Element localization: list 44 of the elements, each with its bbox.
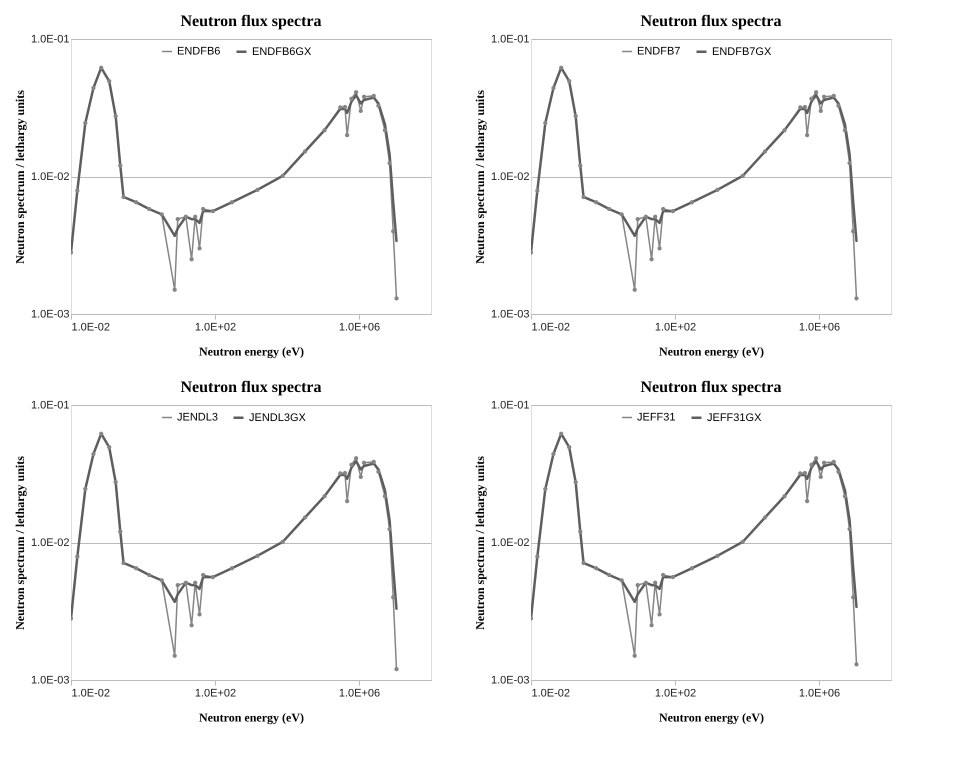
y-axis-title: Neutron spectrum / lethargy units <box>12 456 27 630</box>
x-tick-label: 1.0E+06 <box>338 322 380 334</box>
chart-title: Neutron flux spectra <box>180 379 322 396</box>
chart-title: Neutron flux spectra <box>640 379 782 396</box>
legend-label: ENDFB7 <box>637 46 680 58</box>
x-axis-title: Neutron energy (eV) <box>198 344 304 358</box>
y-tick-label: 1.0E-02 <box>30 171 70 183</box>
x-tick-label: 1.0E+06 <box>798 688 840 700</box>
x-tick-label: 1.0E+02 <box>654 322 696 334</box>
y-tick-label: 1.0E-03 <box>30 308 70 320</box>
y-tick-label: 1.0E-02 <box>30 537 70 549</box>
x-tick-label: 1.0E+02 <box>194 322 236 334</box>
legend-label: JENDL3 <box>177 412 218 424</box>
x-tick-label: 1.0E-02 <box>532 688 570 700</box>
x-tick-label: 1.0E-02 <box>72 322 110 334</box>
y-axis-title: Neutron spectrum / lethargy units <box>472 456 487 630</box>
legend-label: ENDFB6 <box>177 46 220 58</box>
y-axis-title: Neutron spectrum / lethargy units <box>12 90 27 264</box>
x-axis-title: Neutron energy (eV) <box>198 710 304 724</box>
chart-title: Neutron flux spectra <box>180 13 322 30</box>
y-tick-label: 1.0E-02 <box>490 171 530 183</box>
x-axis-title: Neutron energy (eV) <box>658 710 764 724</box>
x-tick-label: 1.0E+02 <box>194 688 236 700</box>
y-tick-label: 1.0E-01 <box>490 34 530 46</box>
x-tick-label: 1.0E+06 <box>338 688 380 700</box>
chart-title: Neutron flux spectra <box>640 13 782 30</box>
legend-label: ENDFB6GX <box>252 46 312 58</box>
y-tick-label: 1.0E-02 <box>490 537 530 549</box>
legend-label: JENDL3GX <box>249 412 307 424</box>
y-tick-label: 1.0E-03 <box>490 308 530 320</box>
y-tick-label: 1.0E-01 <box>30 400 70 412</box>
legend-label: JEFF31GX <box>707 412 762 424</box>
x-axis-title: Neutron energy (eV) <box>658 344 764 358</box>
x-tick-label: 1.0E-02 <box>532 322 570 334</box>
y-axis-title: Neutron spectrum / lethargy units <box>472 90 487 264</box>
legend-label: ENDFB7GX <box>712 46 772 58</box>
y-tick-label: 1.0E-01 <box>490 400 530 412</box>
x-tick-label: 1.0E-02 <box>72 688 110 700</box>
x-tick-label: 1.0E+06 <box>798 322 840 334</box>
legend-label: JEFF31 <box>637 412 676 424</box>
x-tick-label: 1.0E+02 <box>654 688 696 700</box>
y-tick-label: 1.0E-01 <box>30 34 70 46</box>
y-tick-label: 1.0E-03 <box>30 674 70 686</box>
y-tick-label: 1.0E-03 <box>490 674 530 686</box>
